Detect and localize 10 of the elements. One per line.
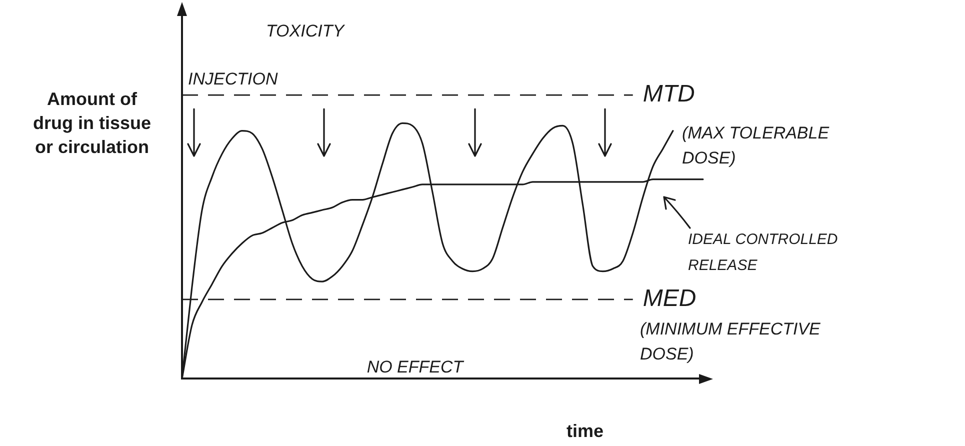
text: TOXICITY [266, 22, 346, 41]
annotation: (MINIMUM EFFECTIVE DOSE) [640, 320, 822, 364]
annotation: NO EFFECT [366, 358, 465, 377]
text: INJECTION [188, 70, 278, 89]
ref-line-label: MTD [642, 80, 695, 108]
annotation: (MAX TOLERABLE DOSE) [682, 124, 830, 168]
x-axis-title: time [566, 420, 604, 441]
y-axis-title: Amount of drug in tissue or circulation [32, 88, 152, 157]
ref-line-label: MED [642, 285, 696, 312]
legend-label: IDEAL CONTROLLED RELEASE [688, 231, 838, 274]
